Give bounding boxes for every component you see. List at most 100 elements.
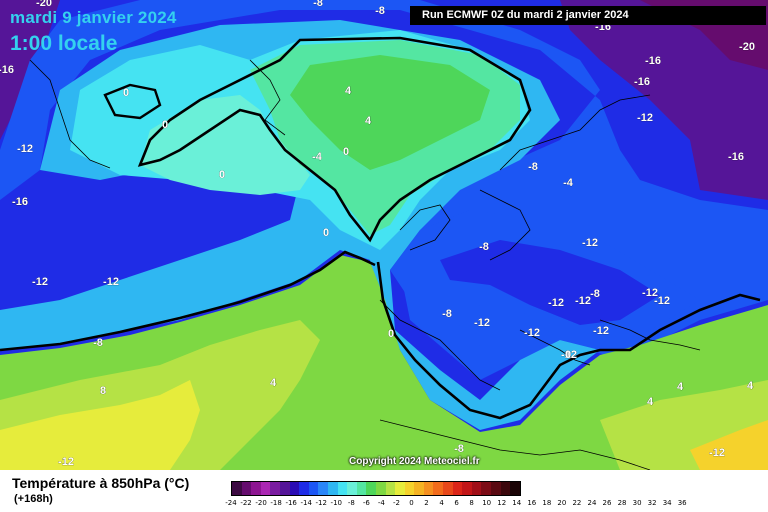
scale-swatch bbox=[299, 482, 309, 495]
scale-swatch bbox=[395, 482, 405, 495]
scale-swatch bbox=[356, 482, 367, 495]
map-value-label: -12 bbox=[654, 295, 670, 307]
map-value-label: -8 bbox=[442, 308, 452, 320]
color-scale bbox=[231, 481, 521, 496]
map-value-label: -12 bbox=[17, 143, 33, 155]
map-value-label: -12 bbox=[548, 297, 564, 309]
scale-swatch bbox=[471, 482, 482, 495]
map-value-label: -12 bbox=[575, 295, 591, 307]
map-value-label: -8 bbox=[590, 288, 600, 300]
color-scale-ticks: -24 -22 -20 -18 -16 -14 -12 -10 -8 -6 -4 -2 0 2 4 6 8 10 1… bbox=[225, 499, 701, 509]
map-value-label: 0 bbox=[219, 169, 225, 181]
scale-tick-label: 28 bbox=[617, 499, 627, 507]
scale-swatch bbox=[232, 482, 242, 495]
map-value-label: -20 bbox=[739, 41, 755, 53]
scale-tick-label: -22 bbox=[240, 499, 252, 507]
scale-swatch bbox=[510, 482, 520, 495]
scale-tick-label: -16 bbox=[285, 499, 297, 507]
scale-swatch bbox=[308, 482, 319, 495]
forecast-time: 1:00 locale bbox=[10, 32, 118, 55]
map-value-label: -16 bbox=[12, 196, 28, 208]
zero-contour-iceland bbox=[103, 83, 162, 120]
map-value-label: -16 bbox=[728, 151, 744, 163]
map-value-label: -8 bbox=[313, 0, 323, 9]
scale-tick-label: 22 bbox=[572, 499, 582, 507]
scale-tick-label: 24 bbox=[587, 499, 597, 507]
map-value-label: 0 bbox=[343, 146, 349, 158]
map-value-label: -16 bbox=[12, 196, 28, 208]
map-value-label: 4 bbox=[345, 85, 352, 97]
map-value-label: -8 bbox=[479, 241, 489, 253]
scale-tick-label: 12 bbox=[497, 499, 507, 507]
scale-swatch bbox=[260, 482, 271, 495]
map-value-label: 0 bbox=[162, 119, 168, 131]
copyright-text: Copyright 2024 Meteociel.fr bbox=[349, 456, 480, 467]
scale-swatch bbox=[270, 482, 280, 495]
scale-swatch bbox=[491, 482, 501, 495]
map-value-label: -12 bbox=[709, 447, 725, 459]
map-value-label: -12 bbox=[593, 325, 609, 337]
scale-tick-label: 6 bbox=[454, 499, 459, 507]
cold-region-ne bbox=[560, 0, 768, 200]
scale-tick-label: 10 bbox=[482, 499, 492, 507]
map-value-label: -12 bbox=[32, 276, 48, 288]
scale-swatch bbox=[366, 482, 376, 495]
map-value-label: 0 bbox=[123, 87, 129, 99]
temperature-map: -20-8-8-16-20-16-1604-1604-12-12-16-400-… bbox=[0, 0, 768, 470]
map-value-label: -12 bbox=[58, 456, 74, 468]
scale-tick-label: -2 bbox=[392, 499, 400, 507]
scale-tick-label: 8 bbox=[469, 499, 474, 507]
scale-tick-label: -14 bbox=[300, 499, 312, 507]
scale-swatch bbox=[337, 482, 348, 495]
forecast-date: mardi 9 janvier 2024 bbox=[10, 8, 177, 27]
parameter-label: Température à 850hPa (°C) bbox=[12, 475, 190, 491]
legend-footer: Température à 850hPa (°C) (+168h) -24 -22… bbox=[0, 470, 768, 512]
map-value-label: 4 bbox=[270, 377, 277, 389]
map-value-label: -16 bbox=[0, 64, 14, 76]
scale-tick-label: 2 bbox=[424, 499, 429, 507]
map-value-label: -8 bbox=[93, 337, 103, 349]
map-value-label: 8 bbox=[100, 385, 106, 397]
map-value-label: -8 bbox=[528, 161, 538, 173]
scale-tick-label: 34 bbox=[662, 499, 672, 507]
map-value-label: -4 bbox=[312, 151, 323, 163]
scale-swatch bbox=[423, 482, 434, 495]
map-value-label: -12 bbox=[561, 349, 577, 361]
scale-tick-label: 30 bbox=[632, 499, 642, 507]
scale-tick-label: -8 bbox=[347, 499, 355, 507]
scale-swatch bbox=[500, 482, 511, 495]
coastline-greenland bbox=[29, 59, 286, 169]
scale-tick-label: 36 bbox=[677, 499, 687, 507]
scale-tick-label: -4 bbox=[377, 499, 385, 507]
scale-swatch bbox=[443, 482, 453, 495]
scale-tick-label: 0 bbox=[409, 499, 414, 507]
scale-tick-label: 4 bbox=[439, 499, 444, 507]
coastline-europe bbox=[379, 204, 701, 391]
map-value-label: 4 bbox=[677, 381, 684, 393]
zero-contour-north bbox=[137, 36, 532, 243]
zero-contour-east bbox=[376, 261, 761, 420]
scale-tick-label: -18 bbox=[270, 499, 282, 507]
scale-tick-label: -12 bbox=[315, 499, 327, 507]
map-value-labels: -20-8-8-16-20-16-1604-1604-12-12-16-400-… bbox=[0, 0, 755, 468]
scale-tick-label: 14 bbox=[512, 499, 522, 507]
darker-lobe-europe bbox=[440, 240, 660, 325]
scale-swatch bbox=[251, 482, 261, 495]
map-value-label: -12 bbox=[642, 287, 658, 299]
green-core-inner bbox=[290, 55, 490, 170]
scale-tick-label: 18 bbox=[542, 499, 552, 507]
coastline-africa bbox=[379, 419, 651, 470]
scale-tick-label: -24 bbox=[225, 499, 237, 507]
scale-swatch bbox=[241, 482, 252, 495]
scale-tick-label: -20 bbox=[255, 499, 267, 507]
map-value-label: -12 bbox=[474, 317, 490, 329]
map-value-label: -12 bbox=[103, 276, 119, 288]
scale-tick-label: 32 bbox=[647, 499, 657, 507]
scale-swatch bbox=[452, 482, 463, 495]
scale-swatch bbox=[279, 482, 290, 495]
map-value-label: -4 bbox=[563, 177, 574, 189]
scale-tick-label: -6 bbox=[362, 499, 370, 507]
green-landmass bbox=[140, 95, 310, 195]
scale-swatch bbox=[481, 482, 492, 495]
